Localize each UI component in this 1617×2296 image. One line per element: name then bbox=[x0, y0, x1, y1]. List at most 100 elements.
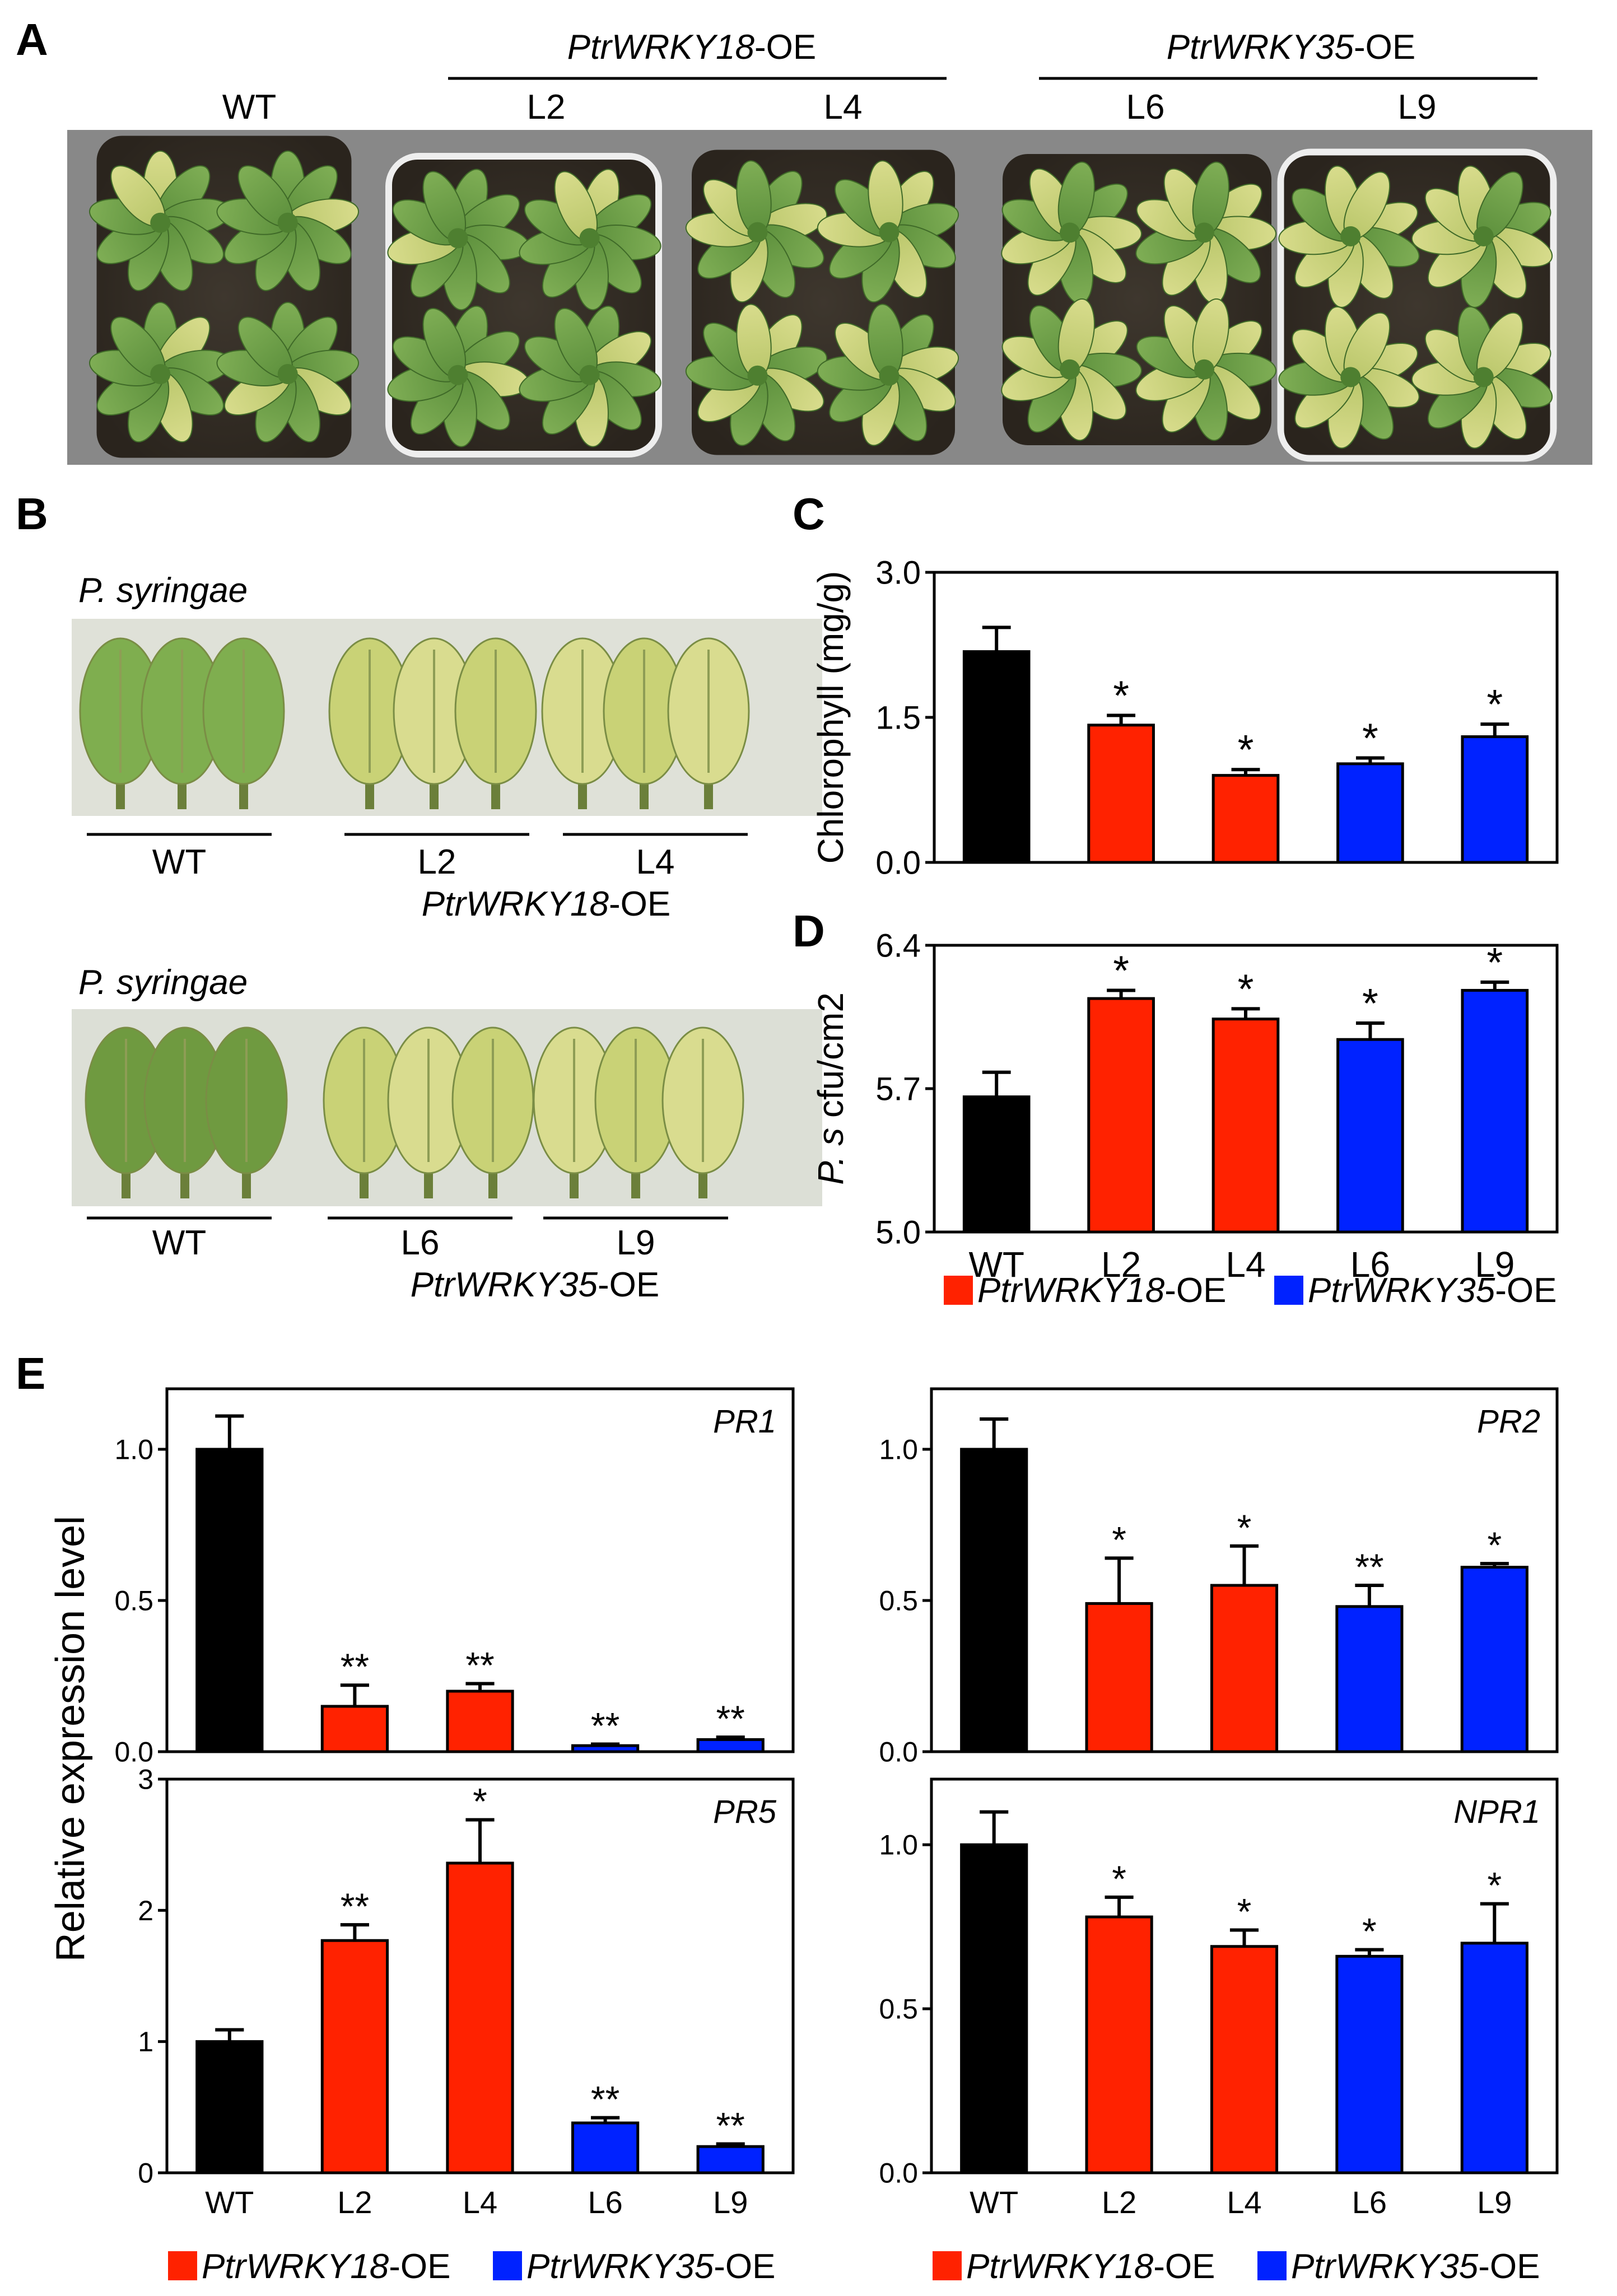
rosette-center bbox=[879, 222, 900, 242]
bar bbox=[1085, 1602, 1153, 1753]
y-tick-label: 3 bbox=[138, 1764, 153, 1795]
y-tick-label: 1.0 bbox=[879, 1434, 918, 1466]
rosette-center bbox=[1473, 367, 1494, 388]
panel-b-top-genotype: PtrWRKY18-OE bbox=[422, 885, 670, 923]
significance-marker: * bbox=[1238, 726, 1254, 773]
rosette-center bbox=[150, 212, 171, 233]
y-axis-label: Chlorophyll (mg/g) bbox=[810, 571, 851, 864]
bar bbox=[195, 2040, 264, 2174]
rosette-center bbox=[747, 222, 768, 242]
y-tick-label: 1.0 bbox=[114, 1434, 153, 1466]
significance-marker: * bbox=[1487, 1865, 1502, 1906]
panel-c-letter: C bbox=[793, 489, 825, 539]
legend-e-left-label-oe35: PtrWRKY35-OE bbox=[526, 2247, 775, 2286]
significance-marker: * bbox=[1237, 1507, 1252, 1548]
plant-rosette bbox=[387, 169, 530, 311]
y-tick-label: 6.4 bbox=[875, 927, 921, 964]
panel-b-top-label-wt: WT bbox=[152, 843, 206, 881]
x-tick-label: WT bbox=[968, 1244, 1024, 1285]
significance-marker: * bbox=[1112, 1519, 1126, 1560]
detached-leaf bbox=[141, 637, 223, 809]
bar bbox=[960, 1448, 1028, 1753]
panel-b-letter: B bbox=[16, 489, 48, 539]
detached-leaf bbox=[143, 1026, 226, 1198]
x-tick-label: L2 bbox=[337, 2185, 372, 2220]
bar bbox=[320, 1939, 389, 2174]
rosette-center bbox=[579, 228, 600, 249]
significance-marker: ** bbox=[465, 1645, 494, 1686]
bar bbox=[1335, 1605, 1404, 1753]
plant-rosette bbox=[519, 169, 661, 311]
bar bbox=[195, 1448, 264, 1753]
plant-rosette bbox=[817, 304, 959, 446]
y-tick-label: 1.0 bbox=[879, 1830, 918, 1861]
plant-rosette bbox=[88, 302, 232, 443]
bar bbox=[1461, 988, 1529, 1234]
plant-pot bbox=[1001, 154, 1276, 445]
plant-pot bbox=[88, 136, 360, 458]
plant-rosette bbox=[1001, 161, 1142, 304]
bar bbox=[1460, 1566, 1529, 1753]
x-tick-label: L6 bbox=[588, 2185, 622, 2220]
legend-e-right-label-oe18: PtrWRKY18-OE bbox=[966, 2247, 1215, 2286]
x-tick-label: WT bbox=[205, 2185, 254, 2220]
chart-e-pr2: 0.00.51.0* ****PR2 bbox=[879, 1387, 1559, 1768]
y-tick-label: 0.0 bbox=[875, 844, 921, 881]
chart-e-pr5: 0 1 2 3 WT ** L2 * L4 ** L6 ** L9 PR5 bbox=[138, 1764, 795, 2220]
panel-a-line-l4: L4 bbox=[824, 88, 863, 127]
bar bbox=[1087, 997, 1155, 1234]
y-tick-label: 0 bbox=[138, 2158, 153, 2189]
rosette-center bbox=[1194, 359, 1214, 380]
plant-rosette bbox=[88, 150, 232, 291]
significance-marker: * bbox=[1112, 1858, 1126, 1900]
y-axis-label: P. s cfu/cm2 bbox=[810, 992, 851, 1185]
y-tick-label: 3.0 bbox=[875, 554, 921, 591]
significance-marker: * bbox=[1362, 1911, 1377, 1952]
detached-leaf bbox=[202, 637, 285, 809]
rosette-center bbox=[1060, 222, 1080, 243]
legend-e-left-label-oe18: PtrWRKY18-OE bbox=[202, 2247, 450, 2286]
y-axis-label-italic: P. s bbox=[810, 1118, 851, 1185]
panel-b-bottom-leaves bbox=[85, 1026, 744, 1198]
detached-leaf bbox=[603, 637, 686, 809]
bar bbox=[962, 650, 1031, 864]
panel-e-ylabel: Relative expression level bbox=[48, 1516, 93, 1962]
panel-a-plant-pots bbox=[88, 136, 1557, 462]
legend-e-left-swatch-oe35 bbox=[493, 2251, 522, 2280]
detached-leaf bbox=[79, 637, 162, 809]
plant-rosette bbox=[216, 302, 360, 443]
significance-marker: ** bbox=[341, 1646, 369, 1687]
detached-leaf bbox=[387, 1026, 470, 1198]
plant-rosette bbox=[1001, 298, 1142, 441]
significance-marker: ** bbox=[716, 2104, 745, 2146]
bar bbox=[1211, 774, 1280, 864]
significance-marker: * bbox=[1362, 980, 1378, 1026]
legend-e-right-swatch-oe18 bbox=[933, 2251, 962, 2280]
x-tick-label: L2 bbox=[1102, 2185, 1136, 2220]
detached-leaf bbox=[594, 1026, 677, 1198]
plant-rosette bbox=[519, 305, 661, 447]
significance-marker: ** bbox=[716, 1698, 745, 1739]
gene-label: PR1 bbox=[713, 1403, 776, 1440]
legend-cd-swatch-oe35 bbox=[1274, 1276, 1303, 1305]
significance-marker: * bbox=[1113, 673, 1129, 719]
y-tick-label: 0.0 bbox=[114, 1737, 153, 1768]
rosette-center bbox=[1194, 222, 1214, 243]
x-tick-label: WT bbox=[970, 2185, 1018, 2220]
plant-pot bbox=[685, 150, 959, 455]
legend-e-right-swatch-oe35 bbox=[1257, 2251, 1287, 2280]
bar bbox=[1335, 1954, 1404, 2174]
panel-d-letter: D bbox=[793, 906, 825, 956]
panel-a-line-l2: L2 bbox=[527, 88, 566, 127]
panel-a-group18-title: PtrWRKY18-OE bbox=[567, 28, 816, 67]
plant-rosette bbox=[1411, 306, 1553, 449]
plant-pot bbox=[385, 153, 662, 458]
panel-a-group35-title: PtrWRKY35-OE bbox=[1167, 28, 1415, 67]
panel-b-top-label-l4: L4 bbox=[636, 843, 675, 881]
y-tick-label: 5.7 bbox=[875, 1071, 921, 1107]
gene-label: PR2 bbox=[1477, 1403, 1540, 1440]
panel-a-letter: A bbox=[16, 15, 48, 64]
detached-leaf bbox=[205, 1026, 288, 1198]
significance-marker: ** bbox=[591, 1705, 619, 1747]
bar bbox=[446, 1690, 514, 1753]
